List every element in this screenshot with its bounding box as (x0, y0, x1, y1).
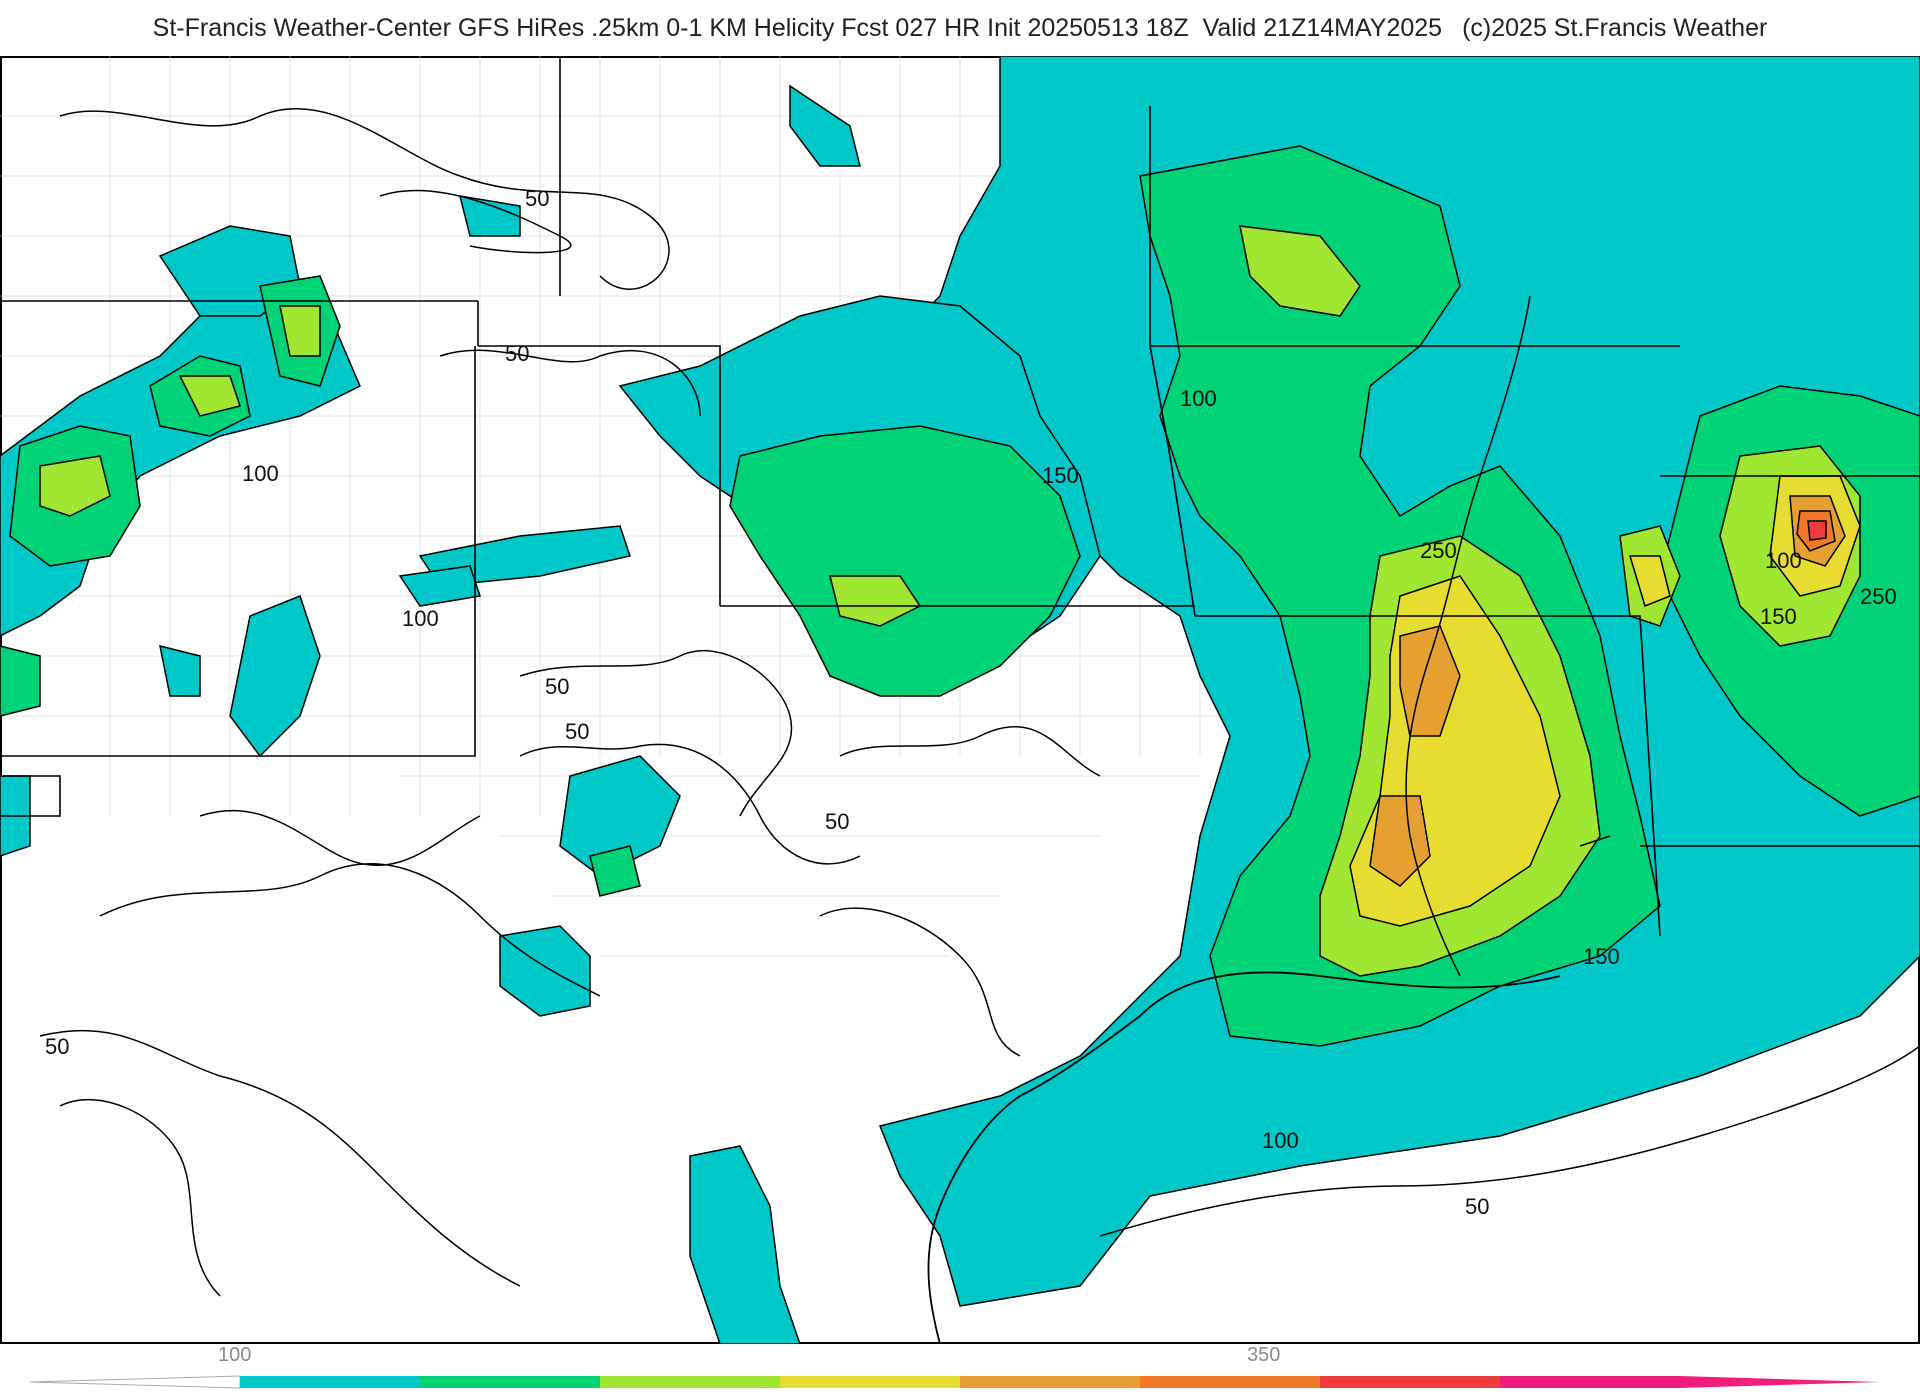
contour-label: 100 (1262, 1128, 1299, 1153)
title-text: St-Francis Weather-Center GFS HiRes .25k… (152, 14, 1443, 42)
state-borders (0, 56, 1920, 937)
contour-50-lines (39, 107, 1920, 1297)
coastline (927, 971, 1561, 1344)
colorbar-segment (600, 1376, 781, 1388)
contour-label: 100 (402, 606, 439, 631)
copyright-text: (c)2025 St.Francis Weather (1462, 14, 1768, 42)
colorbar-segment (960, 1376, 1141, 1388)
colorbar-tick-label: 350 (1247, 1344, 1281, 1366)
contour-label: 50 (545, 674, 569, 699)
chart-title: St-Francis Weather-Center GFS HiRes .25k… (0, 14, 1920, 43)
contour-label: 100 (242, 461, 279, 486)
shade-plains-150 (729, 425, 1081, 697)
contour-label: 250 (1860, 584, 1897, 609)
colorbar-segment (1500, 1376, 1681, 1388)
colorbar-segment (780, 1376, 961, 1388)
river (1405, 295, 1531, 977)
helicity-map: 50 50 50 50 50 50 50 100 100 100 100 100… (0, 56, 1920, 1344)
colorbar-segment (420, 1376, 601, 1388)
contour-label: 100 (1765, 548, 1802, 573)
contour-label: 150 (1760, 604, 1797, 629)
colorbar-segment (1140, 1376, 1321, 1388)
colorbar-low-arrow (29, 1375, 241, 1389)
contour-label: 50 (1465, 1194, 1489, 1219)
colorbar-segments (240, 1376, 1681, 1388)
colorbar-segment (1320, 1376, 1501, 1388)
colorbar-segment (240, 1376, 421, 1388)
contour-label: 50 (525, 186, 549, 211)
contour-label: 50 (505, 341, 529, 366)
contour-labels: 50 50 50 50 50 50 50 100 100 100 100 100… (45, 186, 1897, 1219)
colorbar-high-arrow (1680, 1376, 1880, 1388)
contour-label: 50 (565, 719, 589, 744)
contour-label: 100 (1180, 386, 1217, 411)
colorbar-tick-label: 100 (218, 1344, 252, 1366)
shade-400-regions (1807, 520, 1827, 541)
contour-label: 250 (1420, 538, 1457, 563)
contour-label: 50 (825, 809, 849, 834)
contour-label: 50 (45, 1034, 69, 1059)
border-north (0, 300, 721, 446)
colorbar (29, 1375, 1880, 1389)
contour-label: 150 (1583, 944, 1620, 969)
contour-label: 150 (1042, 463, 1079, 488)
